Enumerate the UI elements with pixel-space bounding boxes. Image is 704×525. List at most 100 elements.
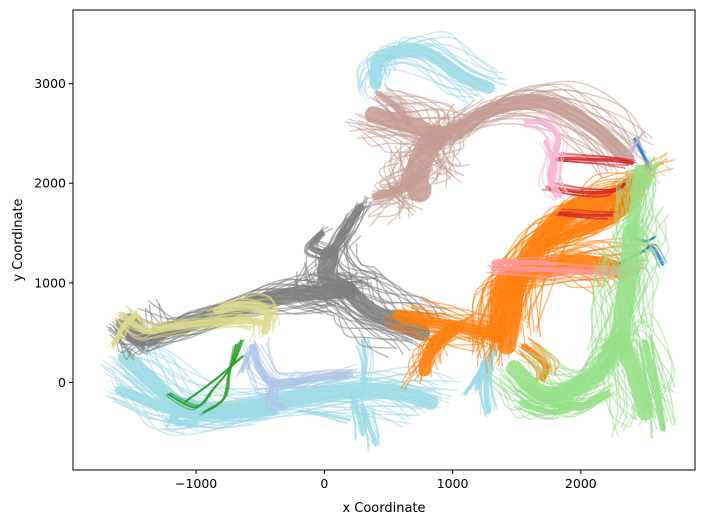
trajectory-strand-8-1-6	[560, 152, 636, 162]
trajectory-strand-0-3-16	[381, 168, 434, 188]
trajectory-strand-2-0-16	[267, 336, 309, 377]
trajectory-strand-2-1-1	[288, 379, 342, 389]
trajectory-series-9	[518, 112, 569, 201]
trajectory-bundle-11-5	[519, 400, 571, 416]
x-tick-label: 2000	[565, 476, 597, 491]
trajectory-bundle-9-1	[543, 139, 558, 187]
trajectory-strand-3-1-4	[296, 263, 325, 310]
trajectory-series-5	[165, 338, 246, 416]
trajectory-bundle-5-1	[202, 343, 237, 414]
trajectory-bundle-1-2	[114, 385, 278, 419]
trajectory-bundle-2-1	[290, 371, 354, 385]
trajectory-bundle-2-2	[267, 381, 286, 411]
trajectory-bundle-8-2	[557, 211, 613, 217]
y-tick-label: 2000	[34, 176, 66, 191]
trajectory-bundle-0-2	[404, 124, 447, 203]
trajectory-strand-1-0-5	[356, 59, 482, 92]
trajectory-bundle-1-9	[463, 360, 488, 395]
trajectory-strand-7-1-9	[502, 256, 560, 261]
trajectory-bundle-4-2	[111, 312, 137, 347]
trajectory-strand-4-1-11	[217, 298, 277, 332]
trajectory-strand-0-3-2	[362, 187, 414, 204]
trajectory-series-2	[236, 336, 361, 416]
trajectory-bundle-6-3	[496, 173, 645, 355]
trajectory-bundle-1-1	[117, 349, 439, 420]
trajectory-strand-1-5-7	[367, 336, 375, 391]
trajectory-bundle-5-2	[184, 355, 244, 403]
trajectory-strand-11-2-1	[615, 187, 628, 244]
trajectory-bundle-3-2	[325, 203, 365, 259]
trajectory-layer	[99, 30, 676, 452]
trajectory-strand-8-2-5	[560, 208, 619, 213]
trajectory-series-12	[626, 130, 646, 156]
trajectory-strand-6-5-13	[530, 338, 560, 373]
trajectory-strand-4-1-2	[212, 313, 261, 335]
trajectory-strand-0-0-7	[358, 123, 412, 145]
trajectory-strand-0-4-11	[383, 84, 421, 120]
trajectory-series-0	[345, 80, 654, 227]
trajectory-strand-3-5-3	[115, 329, 137, 347]
trajectory-strand-1-1-29	[149, 336, 452, 404]
trajectory-strand-0-4-10	[385, 87, 416, 118]
y-tick-label: 0	[58, 375, 66, 390]
trajectory-strand-11-4-12	[648, 332, 676, 426]
x-tick-label: −1000	[175, 476, 217, 491]
trajectory-strand-11-5-10	[529, 397, 575, 406]
trajectory-strand-0-2-47	[442, 112, 462, 166]
trajectory-bundle-11-1	[609, 223, 642, 350]
trajectory-strand-4-1-16	[231, 291, 281, 326]
trajectory-strand-3-1-35	[347, 244, 374, 268]
trajectory-bundle-0-4	[375, 90, 412, 127]
trajectory-bundle-1-0	[369, 44, 495, 94]
x-tick-label: 0	[320, 476, 328, 491]
trajectory-strand-3-1-33	[346, 235, 362, 275]
trajectory-strand-0-4-8	[383, 92, 411, 121]
trajectory-strand-2-2-9	[275, 379, 288, 402]
trajectory-strand-11-2-21	[643, 156, 657, 228]
y-tick-label: 1000	[34, 275, 66, 290]
trajectory-bundle-12-0	[628, 132, 644, 155]
y-axis-label: y Coordinate	[11, 198, 26, 281]
trajectory-strand-0-4-9	[386, 91, 412, 118]
trajectory-strand-3-2-14	[337, 197, 368, 253]
trajectory-bundle-0-3	[371, 175, 421, 201]
trajectory-strand-11-1-3	[590, 244, 622, 369]
trajectory-bundle-1-5	[360, 338, 368, 397]
trajectory-bundle-5-0	[166, 339, 242, 409]
trajectory-strand-7-0-0	[485, 271, 632, 282]
trajectory-strand-0-4-3	[375, 98, 406, 125]
x-axis-ticks: −1000 0 1000 2000	[175, 470, 597, 491]
trajectory-bundle-2-3	[240, 345, 255, 374]
trajectory-bundle-11-2	[626, 164, 652, 240]
y-axis-ticks: 0 1000 2000 3000	[34, 76, 73, 390]
trajectory-strand-4-1-1	[210, 314, 256, 338]
trajectory-bundle-0-1	[427, 94, 635, 166]
trajectory-strand-11-1-38	[637, 214, 670, 328]
trajectory-strand-2-3-6	[247, 341, 257, 370]
trajectory-strand-11-1-1	[592, 249, 608, 358]
trajectory-strand-1-6-9	[371, 402, 381, 438]
trajectory-strand-11-2-25	[645, 154, 669, 225]
trajectory-bundle-11-4	[641, 339, 667, 432]
trajectory-series-11	[486, 154, 676, 440]
trajectory-bundle-8-1	[556, 156, 634, 165]
trajectory-bundle-3-3	[308, 230, 333, 258]
trajectory-strand-0-2-52	[440, 98, 476, 167]
trajectory-bundle-4-0	[118, 311, 264, 335]
trajectory-strand-3-1-0	[300, 281, 324, 303]
trajectory-strand-3-1-7	[309, 272, 334, 303]
trajectory-strand-6-5-3	[520, 353, 538, 381]
trajectory-strand-11-1-5	[586, 257, 622, 351]
trajectory-bundle-4-1	[212, 300, 272, 335]
trajectory-strand-11-3-16	[570, 384, 615, 396]
trajectory-strand-11-3-15	[568, 382, 613, 400]
trajectory-strand-11-1-39	[638, 221, 667, 317]
trajectory-bundle-1-10	[297, 409, 352, 422]
trajectory-bundle-7-1	[491, 260, 558, 267]
trajectory-strand-11-2-22	[645, 160, 658, 220]
trajectory-strand-11-6-9	[530, 382, 558, 395]
trajectory-bundle-6-1	[418, 324, 459, 377]
trajectory-strand-3-1-10	[302, 258, 343, 301]
trajectory-strand-3-2-3	[323, 208, 354, 265]
